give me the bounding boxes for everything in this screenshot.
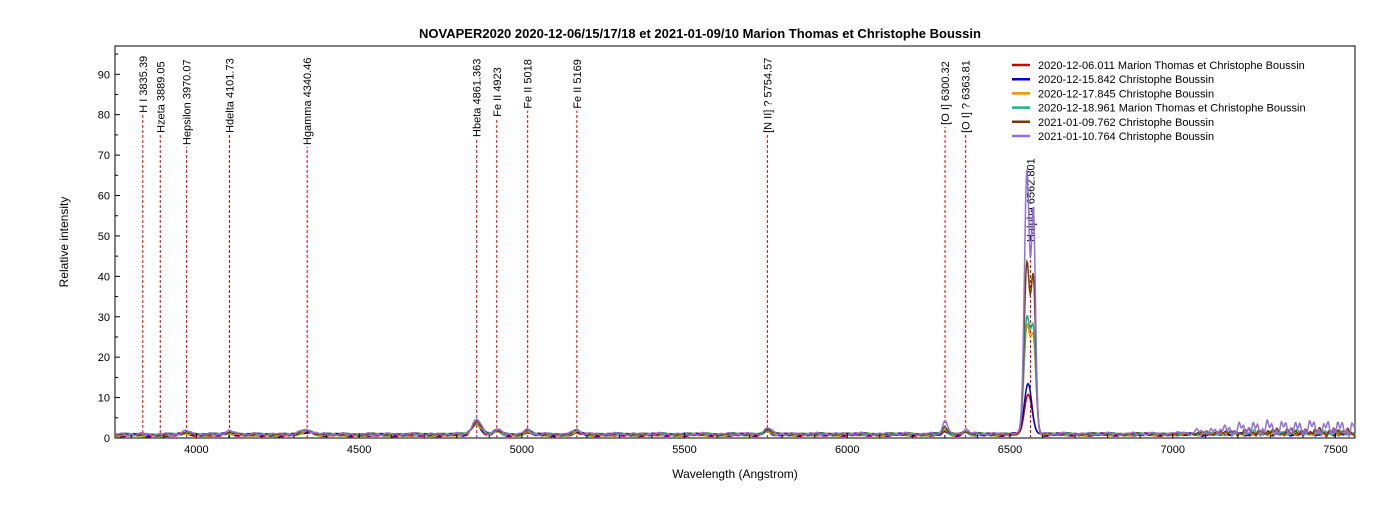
x-tick-label: 7000 <box>1161 444 1185 456</box>
emission-line-label: Fe II 5018 <box>523 59 535 109</box>
emission-line-label: [N II] ? 5754.57 <box>762 58 774 133</box>
y-tick-label: 70 <box>98 150 110 162</box>
legend-label: 2020-12-18.961 Marion Thomas et Christop… <box>1038 103 1306 115</box>
y-tick-label: 0 <box>104 433 110 445</box>
y-tick-label: 80 <box>98 110 110 122</box>
emission-line-label: Hepsilon 3970.07 <box>182 59 194 145</box>
y-tick-label: 20 <box>98 352 110 364</box>
legend-label: 2020-12-06.011 Marion Thomas et Christop… <box>1038 60 1305 72</box>
x-axis-label: Wavelength (Angstrom) <box>672 467 798 481</box>
y-axis-label: Relative intensity <box>57 197 71 288</box>
emission-line-label: [O I] ? 6363.81 <box>961 60 973 133</box>
x-tick-label: 6000 <box>835 444 859 456</box>
emission-line-label: Hzeta 3889.05 <box>155 61 167 133</box>
x-tick-label: 4000 <box>184 444 208 456</box>
emission-line-label: [O I] 6300.32 <box>940 61 952 125</box>
legend-label: 2020-12-15.842 Christophe Boussin <box>1038 74 1214 86</box>
x-tick-label: 6500 <box>998 444 1022 456</box>
chart-title: NOVAPER2020 2020-12-06/15/17/18 et 2021-… <box>419 26 981 41</box>
series-layer <box>114 169 1356 438</box>
y-tick-label: 30 <box>98 312 110 324</box>
emission-line-label: Hdelta 4101.73 <box>224 58 236 133</box>
x-tick-label: 4500 <box>347 444 371 456</box>
plot-area <box>114 45 1356 439</box>
x-tick-label: 7500 <box>1323 444 1347 456</box>
legend: 2020-12-06.011 Marion Thomas et Christop… <box>1012 60 1306 143</box>
emission-line-label: Fe II 5169 <box>572 59 584 109</box>
emission-line-label: Fe II 4923 <box>492 67 504 117</box>
spectrum-series-line <box>114 322 1356 438</box>
emission-line-label: Hgamma 4340.46 <box>302 58 314 145</box>
y-tick-label: 60 <box>98 191 110 203</box>
line-marker-layer: H I 3835.39 Hzeta 3889.05 Hepsilon 3970.07… <box>138 56 1037 438</box>
spectrum-series-line <box>114 258 1356 438</box>
x-tick-label: 5000 <box>510 444 534 456</box>
y-tick-label: 90 <box>98 69 110 81</box>
tick-layer: 4000 4500 5000 5500 6000 6500 7000 7500 0 10 20 30 4… <box>98 53 1348 456</box>
legend-label: 2020-12-17.845 Christophe Boussin <box>1038 88 1214 100</box>
spectrum-series-line <box>114 169 1356 438</box>
y-tick-label: 40 <box>98 271 110 283</box>
legend-label: 2021-01-10.764 Christophe Boussin <box>1038 131 1214 143</box>
emission-line-label: Hbeta 4861.363 <box>472 59 484 137</box>
spectrum-series-line <box>114 315 1356 438</box>
legend-label: 2021-01-09.762 Christophe Boussin <box>1038 117 1214 129</box>
emission-line-label: H I 3835.39 <box>138 56 150 113</box>
spectrum-series-line <box>115 382 1355 438</box>
y-tick-label: 50 <box>98 231 110 243</box>
y-tick-label: 10 <box>98 393 110 405</box>
x-tick-label: 5500 <box>672 444 696 456</box>
